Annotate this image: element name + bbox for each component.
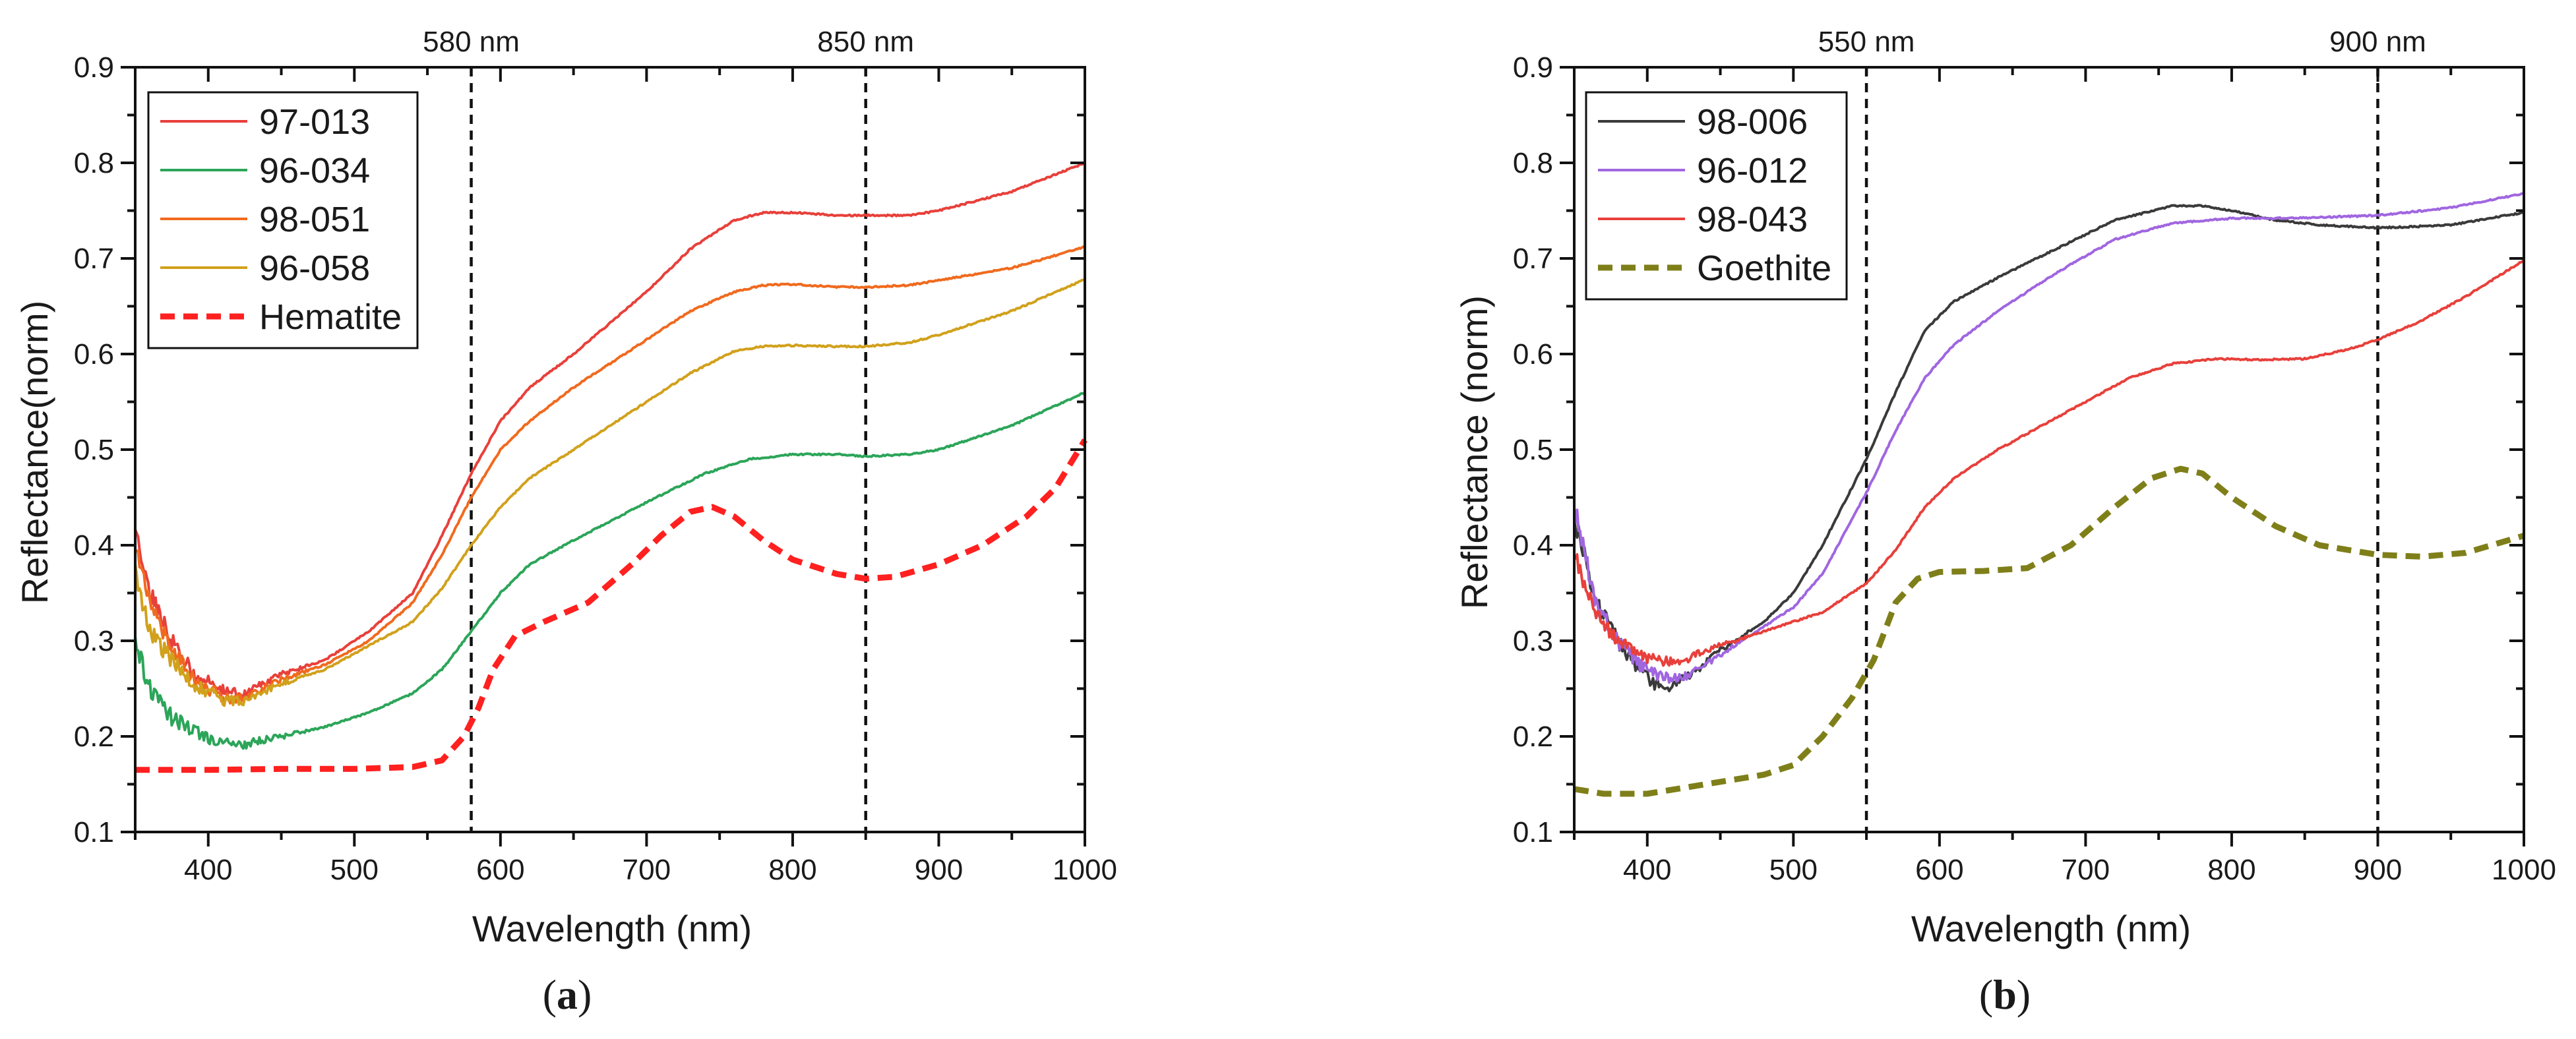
panel-b-series — [1573, 192, 2525, 797]
panel-a-x-tick-label-800: 800 — [768, 854, 816, 886]
panel-a-x-tick-label-500: 500 — [330, 854, 379, 886]
panel-b-y-tick-label-0.3: 0.3 — [1513, 625, 1553, 657]
panel-b-series-line-Goethite — [1574, 465, 2525, 797]
panel-b-legend-label-96-012: 96-012 — [1697, 151, 1808, 191]
panel-b-x-axis-label: Wavelength (nm) — [1911, 908, 2191, 949]
panel-b-reference-lines: 550 nm 900 nm — [1818, 26, 2426, 832]
panel-b: 550 nm 900 nm 400 500 600 700 800 900 1000 0.1 0.… — [1454, 26, 2556, 1018]
panel-a-x-tick-label-900: 900 — [915, 854, 963, 886]
panel-a-legend-label-97-013: 97-013 — [259, 102, 370, 142]
panel-b-y-tick-label-0.1: 0.1 — [1513, 816, 1553, 848]
panel-b-y-tick-label-0.2: 0.2 — [1513, 721, 1553, 753]
panel-b-legend-label-98-043: 98-043 — [1697, 200, 1808, 239]
panel-a-reference-lines: 580 nm 850 nm — [423, 26, 914, 832]
panel-a-reference-label-580: 580 nm — [423, 26, 520, 58]
panel-b-y-axis-label: Reflectance (norm) — [1454, 295, 1495, 609]
panel-b-legend-label-98-006: 98-006 — [1697, 102, 1808, 142]
panel-b-x-tick-label-700: 700 — [2062, 854, 2110, 886]
panel-a-legend-label-96-034: 96-034 — [259, 151, 370, 191]
panel-a-label: (a) — [543, 971, 592, 1018]
panel-a-legend-label-96-058: 96-058 — [259, 249, 370, 288]
panel-b-y-tick-label-0.6: 0.6 — [1513, 338, 1553, 371]
panel-a-legend: 97-013 96-034 98-051 96-058 Hematite — [147, 91, 419, 349]
panel-a-reference-label-850: 850 nm — [817, 26, 914, 58]
panel-b-y-tick-label-0.5: 0.5 — [1513, 434, 1553, 466]
panel-b-series-line-98-043 — [1573, 259, 2525, 667]
panel-b-x-tick-label-1000: 1000 — [2492, 854, 2556, 886]
panel-a-x-tick-label-600: 600 — [476, 854, 524, 886]
panel-a-series-line-96-034 — [134, 391, 1086, 750]
panel-b-x-tick-label-800: 800 — [2207, 854, 2255, 886]
panel-a-series-line-Hematite — [135, 438, 1088, 773]
panel-b-y-tick-label-0.7: 0.7 — [1513, 243, 1553, 275]
panel-b-axes: 400 500 600 700 800 900 1000 0.1 0.2 0.3 0.4 0.5 0.6… — [1513, 51, 2556, 886]
panel-a-x-tick-label-700: 700 — [623, 854, 671, 886]
panel-b-reference-label-550: 550 nm — [1818, 26, 1915, 58]
panel-a-series-line-98-051 — [134, 245, 1086, 705]
panel-a-x-axis-label: Wavelength (nm) — [472, 908, 752, 949]
panel-a-legend-label-98-051: 98-051 — [259, 200, 370, 239]
panel-a-y-tick-label-0.4: 0.4 — [74, 529, 114, 562]
panel-b-label: (b) — [1979, 971, 2031, 1018]
panel-a: 580 nm 850 nm 400 500 600 700 800 900 1000 0.1 0.… — [14, 26, 1117, 1018]
panel-b-legend: 98-006 96-012 98-043 Goethite — [1585, 91, 1848, 301]
panel-b-reference-label-900: 900 nm — [2329, 26, 2426, 58]
panel-a-y-tick-label-0.8: 0.8 — [74, 147, 114, 179]
panel-a-y-axis-label: Reflectance(norm) — [14, 301, 55, 605]
panel-a-y-tick-label-0.9: 0.9 — [74, 51, 114, 84]
panel-a-legend-label-Hematite: Hematite — [259, 297, 402, 337]
panel-a-axes: 400 500 600 700 800 900 1000 0.1 0.2 0.3 0.4 0.5 0.6… — [74, 51, 1117, 886]
panel-b-x-tick-label-900: 900 — [2354, 854, 2402, 886]
panel-a-series — [134, 161, 1088, 773]
panel-b-series-line-96-012 — [1573, 192, 2525, 684]
panel-b-letter: b — [1993, 971, 2017, 1018]
panel-b-y-tick-label-0.9: 0.9 — [1513, 51, 1553, 84]
panel-a-y-tick-label-0.7: 0.7 — [74, 243, 114, 275]
panel-b-y-tick-label-0.8: 0.8 — [1513, 147, 1553, 179]
panel-b-y-tick-label-0.4: 0.4 — [1513, 529, 1553, 562]
panel-a-series-line-97-013 — [134, 161, 1086, 699]
panel-b-x-tick-label-500: 500 — [1769, 854, 1818, 886]
panel-a-letter: a — [557, 971, 578, 1018]
panel-b-x-tick-label-400: 400 — [1623, 854, 1671, 886]
panel-a-series-line-96-058 — [134, 278, 1086, 707]
panel-a-y-tick-label-0.2: 0.2 — [74, 721, 114, 753]
panel-a-y-tick-label-0.6: 0.6 — [74, 338, 114, 371]
panel-a-y-tick-label-0.3: 0.3 — [74, 625, 114, 657]
panel-a-y-tick-label-0.1: 0.1 — [74, 816, 114, 848]
panel-a-y-tick-label-0.5: 0.5 — [74, 434, 114, 466]
panel-b-legend-label-Goethite: Goethite — [1697, 249, 1831, 288]
panel-a-x-tick-label-400: 400 — [184, 854, 232, 886]
panel-a-x-tick-label-1000: 1000 — [1053, 854, 1117, 886]
panel-b-x-tick-label-600: 600 — [1915, 854, 1963, 886]
